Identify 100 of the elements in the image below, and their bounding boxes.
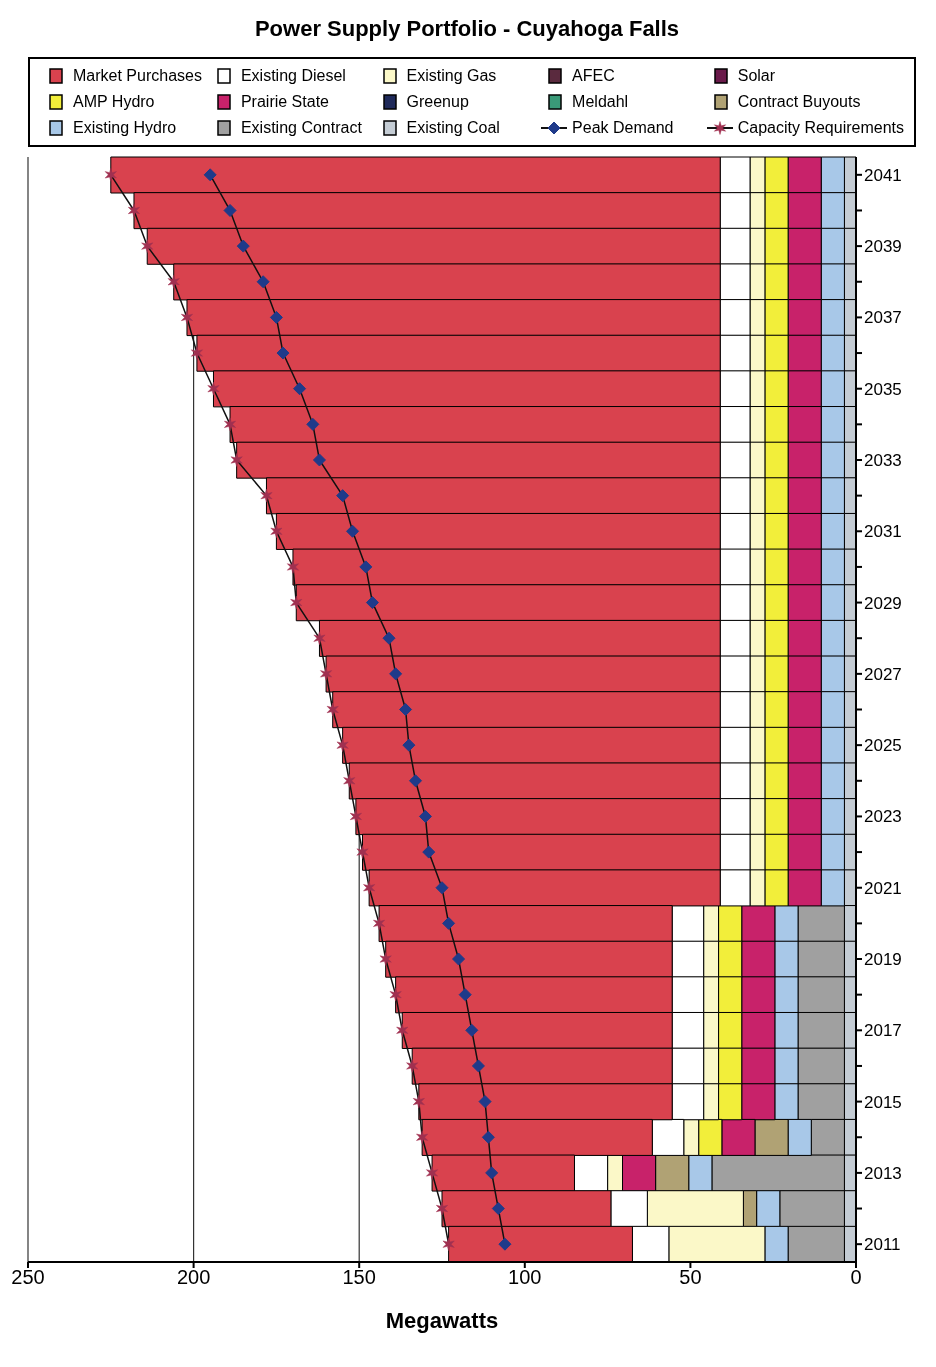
point	[481, 1130, 495, 1144]
point	[442, 916, 456, 930]
y-tick-label: 2039	[864, 237, 902, 257]
x-axis-title: Megawatts	[385, 1308, 499, 1333]
point	[416, 1130, 429, 1144]
point	[389, 987, 402, 1002]
point	[406, 1059, 419, 1073]
point	[141, 239, 154, 253]
y-tick-label: 2033	[864, 451, 902, 471]
y-tick-label: 2015	[864, 1092, 902, 1112]
point	[287, 560, 299, 574]
point	[224, 417, 236, 432]
point	[336, 738, 349, 752]
legend-label: Existing Coal	[406, 119, 500, 137]
point	[312, 453, 326, 467]
point	[471, 1059, 485, 1073]
legend-label: Prairie State	[240, 93, 329, 111]
legend-label: Peak Demand	[572, 119, 674, 137]
legend-label: Greenup	[406, 93, 469, 111]
point	[293, 382, 307, 396]
point	[223, 203, 237, 217]
legend-label: AMP Hydro	[73, 93, 155, 111]
point	[326, 702, 339, 717]
y-tick-label: 2017	[864, 1021, 902, 1041]
point	[442, 1237, 455, 1251]
point	[336, 489, 350, 503]
point	[478, 1095, 492, 1109]
point	[498, 1237, 512, 1251]
point	[343, 774, 356, 788]
x-tick-label: 0	[850, 1266, 862, 1289]
point	[458, 988, 472, 1002]
point	[379, 952, 392, 966]
x-tick-label: 150	[342, 1266, 376, 1289]
x-tick-label: 100	[508, 1266, 542, 1289]
point	[363, 880, 376, 895]
y-tick-label: 2023	[864, 807, 902, 827]
y-tick-label: 2031	[864, 522, 902, 542]
legend-label: AFEC	[572, 67, 615, 85]
y-tick-label: 2019	[864, 950, 902, 970]
legend-label: Contract Buyouts	[737, 93, 861, 111]
point	[256, 275, 270, 289]
point	[396, 1023, 409, 1038]
y-tick-label: 2027	[864, 664, 902, 684]
legend-label: Market Purchases	[73, 67, 202, 85]
point	[270, 524, 283, 539]
x-tick-label: 50	[679, 1266, 702, 1289]
legend-label: Solar	[737, 67, 776, 85]
point	[290, 595, 303, 610]
point	[276, 346, 290, 360]
point	[236, 239, 250, 253]
y-tick-label: 2025	[864, 736, 902, 756]
point	[104, 168, 117, 182]
legend-label: Meldahl	[572, 93, 629, 111]
legend-label: Existing Contract	[240, 119, 362, 137]
y-tick-label: 2021	[864, 878, 902, 898]
x-tick-label: 250	[11, 1266, 45, 1289]
y-tick-label: 2029	[864, 593, 902, 613]
point	[350, 809, 362, 824]
point	[422, 845, 436, 859]
point	[485, 1166, 499, 1180]
point	[181, 310, 193, 325]
point	[452, 952, 466, 966]
y-tick-label: 2037	[864, 308, 902, 328]
point	[191, 346, 203, 360]
point	[313, 631, 326, 645]
point	[365, 596, 379, 610]
legend-label: Existing Gas	[406, 67, 497, 85]
legend-label: Existing Hydro	[73, 119, 177, 137]
point	[260, 488, 273, 503]
point	[359, 560, 373, 574]
legend-label: Capacity Requirements	[737, 119, 904, 137]
point	[426, 1166, 438, 1180]
y-tick-label: 2041	[864, 165, 902, 185]
point	[382, 631, 396, 645]
point	[203, 168, 217, 182]
y-tick-label: 2013	[864, 1163, 902, 1183]
point	[207, 381, 220, 396]
point	[435, 881, 449, 895]
point	[418, 809, 432, 823]
x-tick-label: 200	[176, 1266, 211, 1289]
point	[412, 1094, 425, 1109]
point	[402, 738, 416, 752]
point	[269, 310, 283, 324]
chart-title: Power Supply Portfolio - Cuyahoga Falls	[253, 15, 681, 43]
point	[399, 703, 413, 716]
y-tick-label: 2011	[864, 1235, 901, 1255]
point	[356, 845, 369, 859]
point	[389, 667, 403, 681]
point	[306, 417, 320, 431]
point	[373, 916, 385, 931]
y-tick-label: 2035	[864, 379, 902, 399]
legend-label: Existing Diesel	[240, 67, 346, 85]
point	[230, 453, 243, 467]
point	[167, 275, 180, 289]
point	[128, 203, 140, 218]
point	[409, 774, 422, 788]
point	[465, 1023, 479, 1037]
point	[320, 667, 332, 681]
point	[436, 1201, 448, 1216]
point	[491, 1202, 505, 1216]
